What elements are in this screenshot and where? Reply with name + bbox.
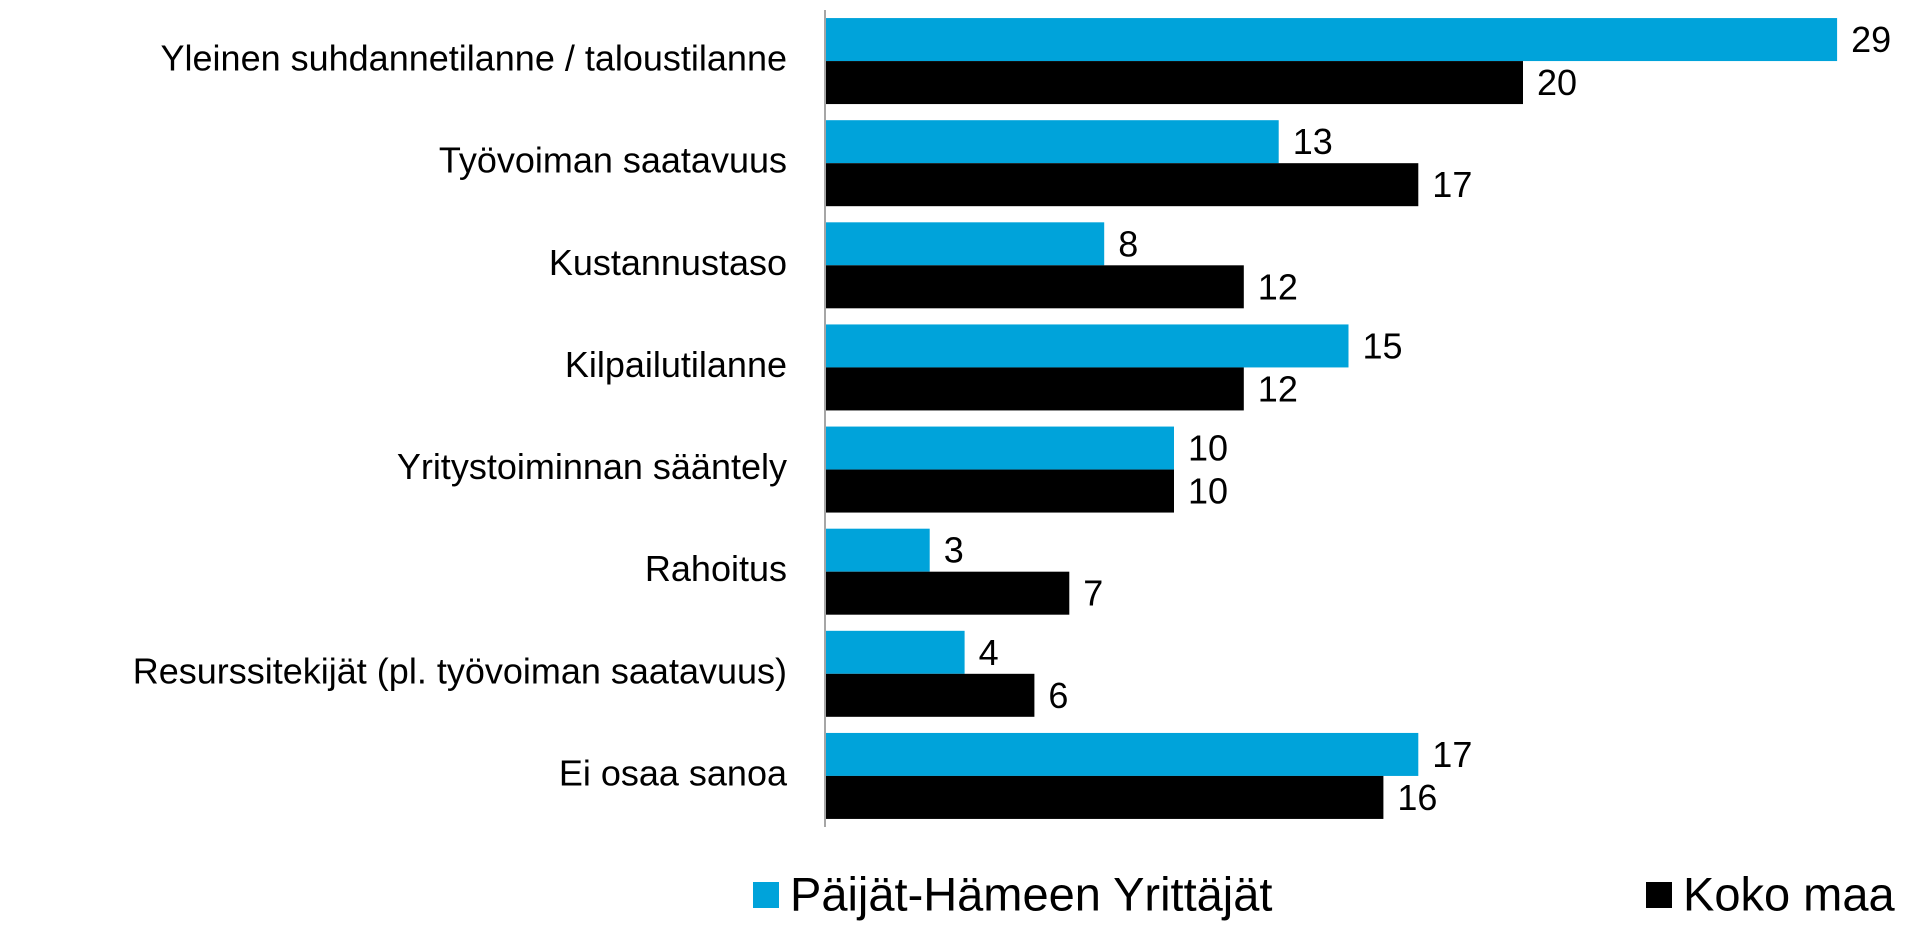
bar <box>825 775 1384 819</box>
y-tick-label: Kustannustaso <box>549 242 787 283</box>
y-tick-label: Ei osaa sanoa <box>559 752 788 793</box>
data-label: 20 <box>1537 62 1577 103</box>
data-label: 6 <box>1048 675 1068 716</box>
bar <box>825 265 1244 309</box>
bar <box>825 528 930 572</box>
data-label: 4 <box>979 632 999 673</box>
data-label: 12 <box>1258 266 1298 307</box>
bar <box>825 673 1035 717</box>
bar <box>825 367 1244 411</box>
y-tick-label: Yleinen suhdannetilanne / taloustilanne <box>161 38 787 79</box>
data-label: 12 <box>1258 368 1298 409</box>
data-label: 8 <box>1118 223 1138 264</box>
data-label: 17 <box>1432 734 1472 775</box>
y-tick-label: Kilpailutilanne <box>565 344 787 385</box>
data-label: 17 <box>1432 164 1472 205</box>
legend-swatch <box>753 882 779 908</box>
bar <box>825 324 1349 368</box>
bar <box>825 571 1070 615</box>
data-label: 29 <box>1851 19 1891 60</box>
bar <box>825 120 1279 164</box>
bar <box>825 61 1523 105</box>
bar <box>825 469 1174 513</box>
y-tick-label: Resurssitekijät (pl. työvoiman saatavuus… <box>133 650 787 691</box>
bar <box>825 426 1174 470</box>
bar <box>825 630 965 674</box>
bar <box>825 18 1838 62</box>
data-label: 15 <box>1363 325 1403 366</box>
data-label: 10 <box>1188 471 1228 512</box>
bar <box>825 163 1419 207</box>
data-label: 3 <box>944 530 964 571</box>
legend-label: Päijät-Hämeen Yrittäjät <box>790 867 1272 920</box>
data-label: 10 <box>1188 428 1228 469</box>
y-tick-label: Työvoiman saatavuus <box>439 140 787 181</box>
y-tick-label: Yritystoiminnan sääntely <box>397 446 787 487</box>
data-label: 16 <box>1397 777 1437 818</box>
y-tick-label: Rahoitus <box>645 548 787 589</box>
legend-label: Koko maa <box>1683 867 1895 920</box>
bar <box>825 732 1419 776</box>
data-label: 13 <box>1293 121 1333 162</box>
data-label: 7 <box>1083 573 1103 614</box>
legend-swatch <box>1646 882 1672 908</box>
bar <box>825 222 1105 266</box>
